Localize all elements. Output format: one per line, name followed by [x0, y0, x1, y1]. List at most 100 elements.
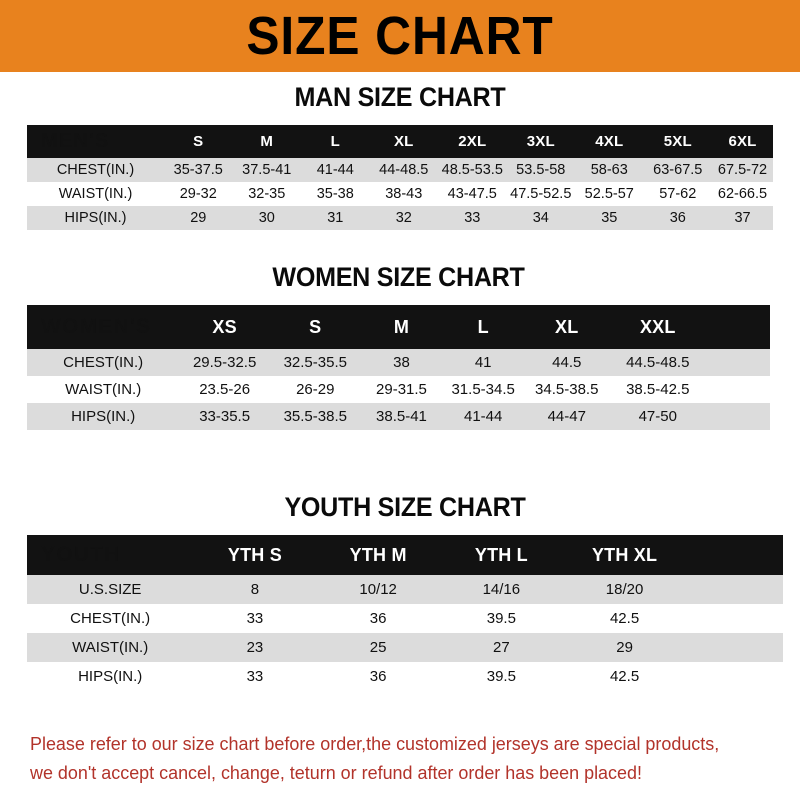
men-cell: 35-38	[301, 182, 370, 206]
table-row: CHEST(IN.) 29.5-32.5 32.5-35.5 38 41 44.5 44.5…	[27, 349, 770, 376]
men-cell: 29-32	[164, 182, 233, 206]
youth-size-table: YOUTH YTH S YTH M YTH L YTH XL U.S.SIZE 8 10/12…	[27, 535, 783, 691]
women-table-wrap: WOMEN'S XS S M L XL XXL CHEST(IN.) 29.5-32.5 32.5…	[27, 305, 770, 430]
women-cell: 44-47	[524, 403, 610, 430]
youth-cell	[686, 633, 783, 662]
youth-row-label: U.S.SIZE	[27, 575, 194, 604]
men-cell: 35-37.5	[164, 158, 233, 182]
men-cell: 43-47.5	[438, 182, 507, 206]
youth-size-header-4: YTH XL	[562, 535, 687, 575]
men-table-body: MEN'S S M L XL 2XL 3XL 4XL 5XL 6XL CHEST(IN.) 35-37…	[27, 125, 773, 230]
men-cell: 47.5-52.5	[506, 182, 576, 206]
men-cell: 37.5-41	[232, 158, 302, 182]
table-row: CHEST(IN.) 33 36 39.5 42.5	[27, 604, 783, 633]
youth-cell: 36	[316, 662, 440, 691]
table-row: HIPS(IN.) 33-35.5 35.5-38.5 38.5-41 41-44 44-…	[27, 403, 770, 430]
women-cell: 44.5-48.5	[609, 349, 707, 376]
women-cell: 41-44	[442, 403, 525, 430]
men-table-wrap: MEN'S S M L XL 2XL 3XL 4XL 5XL 6XL CHEST(IN.) 35-37…	[27, 125, 773, 230]
table-row: U.S.SIZE 8 10/12 14/16 18/20	[27, 575, 783, 604]
youth-cell: 33	[193, 662, 317, 691]
youth-cell	[686, 662, 783, 691]
men-cell: 36	[643, 206, 713, 230]
men-size-header-6: 3XL	[506, 125, 576, 158]
youth-cell: 25	[316, 633, 440, 662]
men-cell: 63-67.5	[643, 158, 713, 182]
women-header-row: WOMEN'S XS S M L XL XXL	[27, 305, 770, 349]
women-cell: 29.5-32.5	[179, 349, 270, 376]
men-size-header-4: XL	[369, 125, 439, 158]
page-banner: SIZE CHART	[0, 0, 800, 72]
youth-row-label: WAIST(IN.)	[27, 633, 194, 662]
men-section-title: MAN SIZE CHART	[294, 82, 506, 112]
women-size-header-3: M	[360, 305, 443, 349]
youth-cell: 42.5	[562, 662, 687, 691]
men-cell: 62-66.5	[712, 182, 773, 206]
women-row-label: WAIST(IN.)	[27, 376, 180, 403]
women-cell: 31.5-34.5	[442, 376, 525, 403]
women-row-label: CHEST(IN.)	[27, 349, 180, 376]
women-cell: 38.5-42.5	[609, 376, 707, 403]
men-cell: 31	[301, 206, 370, 230]
men-size-header-1: S	[164, 125, 233, 158]
women-cell: 23.5-26	[179, 376, 270, 403]
women-cell: 47-50	[609, 403, 707, 430]
men-cell: 32-35	[232, 182, 302, 206]
women-cell	[706, 349, 770, 376]
women-cell: 33-35.5	[179, 403, 270, 430]
women-table-body: WOMEN'S XS S M L XL XXL CHEST(IN.) 29.5-32.5 32.5…	[27, 305, 770, 430]
youth-cell: 18/20	[562, 575, 687, 604]
men-size-header-9: 6XL	[712, 125, 773, 158]
women-row-label: HIPS(IN.)	[27, 403, 180, 430]
men-size-header-2: M	[232, 125, 302, 158]
women-cell: 32.5-35.5	[269, 349, 361, 376]
youth-cell: 39.5	[439, 604, 563, 633]
table-row: WAIST(IN.) 23.5-26 26-29 29-31.5 31.5-34.5 34…	[27, 376, 770, 403]
men-size-header-8: 5XL	[643, 125, 713, 158]
men-cell: 29	[164, 206, 233, 230]
youth-section-title: YOUTH SIZE CHART	[284, 492, 526, 522]
youth-cell: 27	[439, 633, 563, 662]
youth-cell: 36	[316, 604, 440, 633]
youth-header-row: YOUTH YTH S YTH M YTH L YTH XL	[27, 535, 783, 575]
youth-size-header-2: YTH M	[316, 535, 440, 575]
footer-disclaimer: Please refer to our size chart before or…	[30, 729, 756, 787]
youth-table-body: YOUTH YTH S YTH M YTH L YTH XL U.S.SIZE 8 10/12…	[27, 535, 783, 691]
women-cell: 38.5-41	[360, 403, 443, 430]
table-row: WAIST(IN.) 29-32 32-35 35-38 38-43 43-47.5 47.…	[27, 182, 773, 206]
women-header-label: WOMEN'S	[27, 305, 180, 349]
women-size-header-4: L	[442, 305, 525, 349]
youth-size-section: YOUTH SIZE CHART YOUTH YTH S YTH M YTH L YTH…	[27, 492, 783, 691]
men-cell: 52.5-57	[575, 182, 644, 206]
youth-row-label: HIPS(IN.)	[27, 662, 194, 691]
youth-table-wrap: YOUTH YTH S YTH M YTH L YTH XL U.S.SIZE 8 10/12…	[27, 535, 783, 691]
youth-cell	[686, 604, 783, 633]
table-row: WAIST(IN.) 23 25 27 29	[27, 633, 783, 662]
men-size-header-3: L	[301, 125, 370, 158]
women-cell: 29-31.5	[360, 376, 443, 403]
men-cell: 30	[232, 206, 302, 230]
women-size-section: WOMEN SIZE CHART WOMEN'S XS S M L XL XXL CHEST(…	[27, 262, 770, 430]
table-row: HIPS(IN.) 33 36 39.5 42.5	[27, 662, 783, 691]
women-cell	[706, 403, 770, 430]
men-cell: 33	[438, 206, 507, 230]
table-row: HIPS(IN.) 29 30 31 32 33 34 35 36 37	[27, 206, 773, 230]
women-size-header-6: XXL	[609, 305, 707, 349]
footer-disclaimer-line-1: Please refer to our size chart before or…	[30, 733, 720, 754]
youth-cell: 10/12	[316, 575, 440, 604]
table-row: CHEST(IN.) 35-37.5 37.5-41 41-44 44-48.5 48.5…	[27, 158, 773, 182]
youth-cell: 42.5	[562, 604, 687, 633]
women-cell: 44.5	[524, 349, 610, 376]
women-size-header-5: XL	[524, 305, 610, 349]
men-header-label: MEN'S	[27, 125, 165, 158]
men-cell: 38-43	[369, 182, 439, 206]
women-size-table: WOMEN'S XS S M L XL XXL CHEST(IN.) 29.5-32.5 32.5…	[27, 305, 770, 430]
women-cell: 35.5-38.5	[269, 403, 361, 430]
youth-size-header-1: YTH S	[193, 535, 317, 575]
women-cell: 26-29	[269, 376, 361, 403]
youth-size-header-3: YTH L	[439, 535, 563, 575]
youth-cell: 39.5	[439, 662, 563, 691]
women-size-header-2: S	[269, 305, 361, 349]
women-size-header-1: XS	[179, 305, 270, 349]
